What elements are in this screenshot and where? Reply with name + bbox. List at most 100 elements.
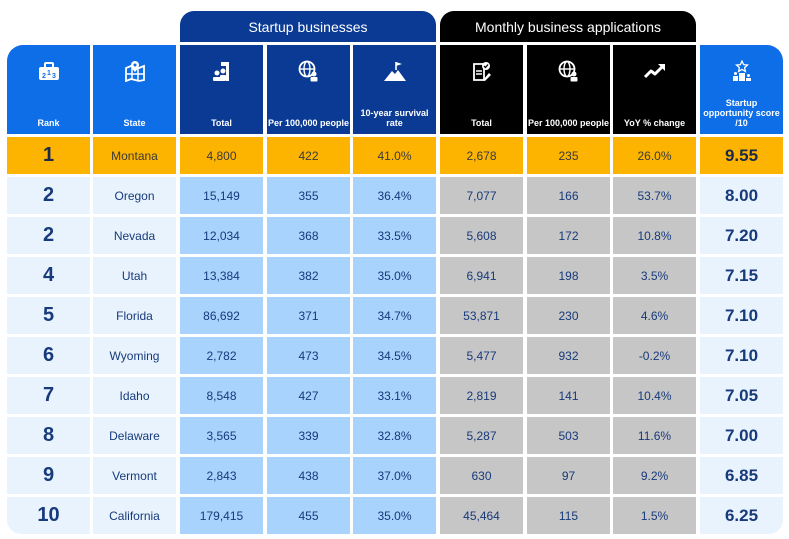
cell-state: Nevada [93, 217, 176, 254]
column-header-survival-rate: 10-year survival rate [353, 45, 436, 134]
cell-opportunity-score: 6.85 [700, 457, 783, 494]
cell-state: Florida [93, 297, 176, 334]
cell-opportunity-score: 6.25 [700, 497, 783, 534]
cell-opportunity-score: 9.55 [700, 137, 783, 174]
column-header-rank: 2 1 3 Rank [7, 45, 90, 134]
table-row: 2 Oregon 15,149 355 36.4% 7,077 166 53.7% 8.00 [0, 177, 789, 214]
cell-applications-per-100k: 115 [527, 497, 610, 534]
group-header-startup: Startup businesses [180, 11, 436, 42]
cell-applications-total: 45,464 [440, 497, 523, 534]
cell-survival-rate: 34.7% [353, 297, 436, 334]
cell-survival-rate: 35.0% [353, 497, 436, 534]
cell-yoy-change: 3.5% [613, 257, 696, 294]
column-header-label: Per 100,000 people [267, 118, 350, 128]
cell-startup-total: 179,415 [180, 497, 263, 534]
cell-rank: 2 [7, 217, 90, 254]
map-pin-icon [123, 59, 147, 83]
cell-startup-total: 4,800 [180, 137, 263, 174]
globe-person-icon [297, 59, 321, 83]
column-header-startup-total: Total [180, 45, 263, 134]
cell-startup-per-100k: 427 [267, 377, 350, 414]
column-header-label: Startup opportunity score /10 [703, 98, 780, 128]
cell-opportunity-score: 7.20 [700, 217, 783, 254]
cell-startup-total: 13,384 [180, 257, 263, 294]
cell-yoy-change: 11.6% [613, 417, 696, 454]
cell-applications-total: 5,287 [440, 417, 523, 454]
cell-opportunity-score: 7.00 [700, 417, 783, 454]
cell-applications-total: 7,077 [440, 177, 523, 214]
cell-state: Wyoming [93, 337, 176, 374]
table-row: 10 California 179,415 455 35.0% 45,464 115 1.5%… [0, 497, 789, 534]
cell-rank: 5 [7, 297, 90, 334]
cell-startup-total: 2,843 [180, 457, 263, 494]
cell-rank: 4 [7, 257, 90, 294]
cell-yoy-change: 26.0% [613, 137, 696, 174]
cell-startup-per-100k: 382 [267, 257, 350, 294]
table-row: 4 Utah 13,384 382 35.0% 6,941 198 3.5% 7.15 [0, 257, 789, 294]
cell-rank: 9 [7, 457, 90, 494]
cell-applications-total: 53,871 [440, 297, 523, 334]
column-header-applications-per-100k: Per 100,000 people [527, 45, 610, 134]
column-header-yoy-change: YoY % change [613, 45, 696, 134]
cell-applications-per-100k: 230 [527, 297, 610, 334]
cell-yoy-change: 1.5% [613, 497, 696, 534]
cell-state: Utah [93, 257, 176, 294]
column-header-startup-per-100k: Per 100,000 people [267, 45, 350, 134]
cell-state: Oregon [93, 177, 176, 214]
cell-rank: 6 [7, 337, 90, 374]
star-podium-icon [730, 59, 754, 83]
cell-rank: 1 [7, 137, 90, 174]
cell-startup-per-100k: 473 [267, 337, 350, 374]
column-header-label: Rank [37, 118, 60, 128]
cell-survival-rate: 33.1% [353, 377, 436, 414]
cell-opportunity-score: 7.15 [700, 257, 783, 294]
table-row: 1 Montana 4,800 422 41.0% 2,678 235 26.0% 9.55 [0, 137, 789, 174]
cell-applications-per-100k: 932 [527, 337, 610, 374]
table-row: 7 Idaho 8,548 427 33.1% 2,819 141 10.4% 7.05 [0, 377, 789, 414]
checklist-icon [470, 59, 494, 83]
column-header-label: Total [211, 118, 232, 128]
cell-state: California [93, 497, 176, 534]
svg-text:2: 2 [42, 73, 46, 80]
cell-yoy-change: 9.2% [613, 457, 696, 494]
column-header-state: State [93, 45, 176, 134]
column-header-label: YoY % change [623, 118, 686, 128]
cell-state: Montana [93, 137, 176, 174]
cell-state: Vermont [93, 457, 176, 494]
cell-yoy-change: 10.8% [613, 217, 696, 254]
cell-survival-rate: 37.0% [353, 457, 436, 494]
column-header-label: 10-year survival rate [360, 108, 429, 128]
cell-startup-per-100k: 422 [267, 137, 350, 174]
table-row: 9 Vermont 2,843 438 37.0% 630 97 9.2% 6.85 [0, 457, 789, 494]
cell-opportunity-score: 7.05 [700, 377, 783, 414]
cell-applications-total: 5,477 [440, 337, 523, 374]
column-header-label: Per 100,000 people [527, 118, 610, 128]
cell-startup-per-100k: 438 [267, 457, 350, 494]
cell-survival-rate: 41.0% [353, 137, 436, 174]
cell-applications-per-100k: 172 [527, 217, 610, 254]
cell-survival-rate: 32.8% [353, 417, 436, 454]
column-header-applications-total: Total [440, 45, 523, 134]
cell-startup-total: 12,034 [180, 217, 263, 254]
cell-applications-total: 630 [440, 457, 523, 494]
cell-survival-rate: 35.0% [353, 257, 436, 294]
cell-applications-total: 2,819 [440, 377, 523, 414]
cell-state: Idaho [93, 377, 176, 414]
cell-opportunity-score: 8.00 [700, 177, 783, 214]
cell-yoy-change: 10.4% [613, 377, 696, 414]
cell-yoy-change: 4.6% [613, 297, 696, 334]
column-header-label: Total [471, 118, 492, 128]
svg-text:1: 1 [47, 70, 51, 77]
cell-startup-per-100k: 368 [267, 217, 350, 254]
cell-applications-total: 6,941 [440, 257, 523, 294]
cell-applications-total: 2,678 [440, 137, 523, 174]
cell-yoy-change: 53.7% [613, 177, 696, 214]
cell-startup-total: 15,149 [180, 177, 263, 214]
cell-applications-total: 5,608 [440, 217, 523, 254]
cell-opportunity-score: 7.10 [700, 337, 783, 374]
cell-applications-per-100k: 235 [527, 137, 610, 174]
cell-survival-rate: 36.4% [353, 177, 436, 214]
cell-state: Delaware [93, 417, 176, 454]
cell-applications-per-100k: 198 [527, 257, 610, 294]
cell-applications-per-100k: 141 [527, 377, 610, 414]
